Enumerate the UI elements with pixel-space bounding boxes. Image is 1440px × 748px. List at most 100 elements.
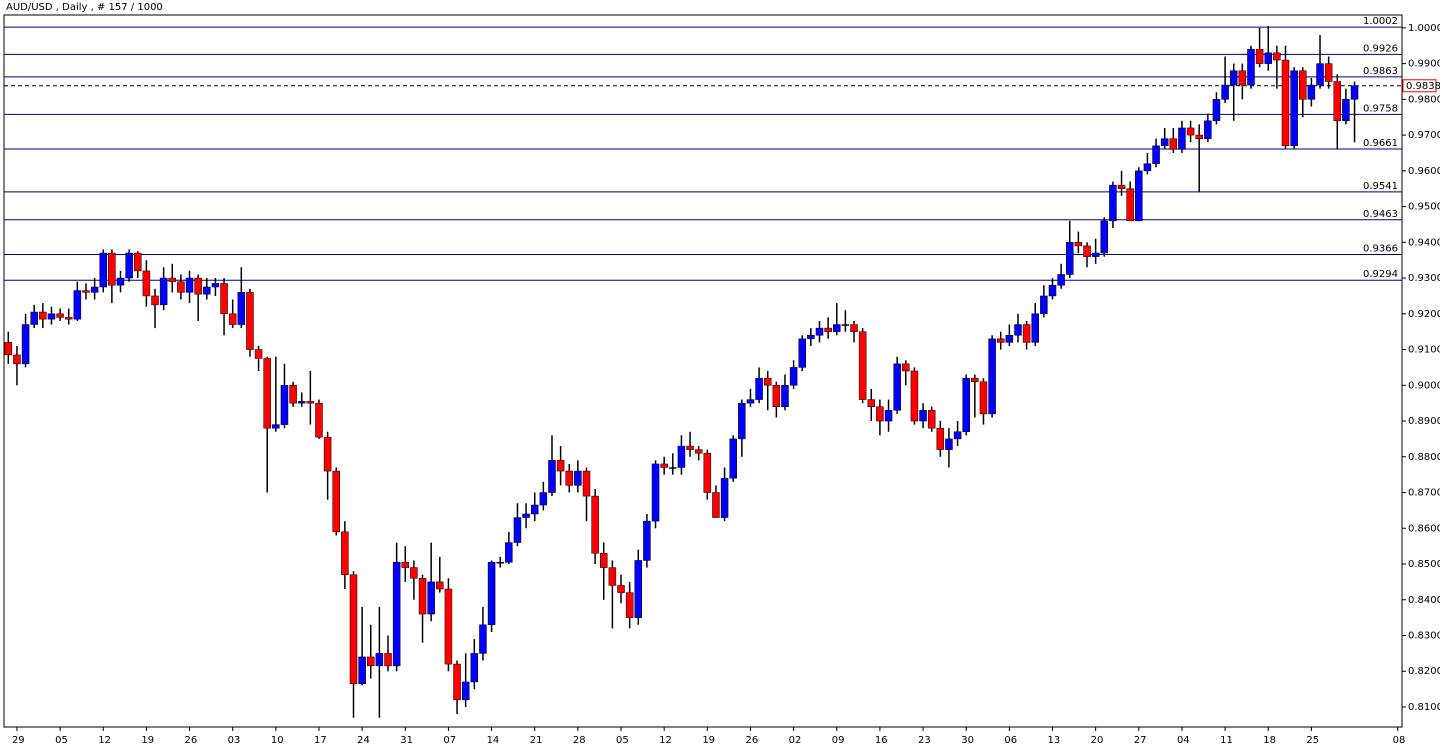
candle-body <box>13 354 21 365</box>
candle-body <box>487 561 496 626</box>
y-tick-label: 1.0000 <box>1408 23 1440 34</box>
candle-body <box>625 592 634 618</box>
candle-body <box>617 585 625 593</box>
x-tick-label: 10 <box>271 735 284 746</box>
candle-body <box>1100 220 1109 254</box>
candle-body <box>436 581 444 590</box>
candle-body <box>824 327 832 332</box>
y-tick-label: 0.8300 <box>1408 630 1440 641</box>
candle-body <box>263 358 271 429</box>
y-tick-label: 0.9800 <box>1408 94 1440 105</box>
candle-body <box>833 324 841 332</box>
candle-body <box>686 445 694 450</box>
candle-body <box>1022 324 1031 343</box>
y-tick-label: 0.9700 <box>1408 130 1440 141</box>
y-tick-label: 0.8400 <box>1408 595 1440 606</box>
candle-body <box>1057 274 1065 286</box>
y-tick-label: 0.8200 <box>1408 666 1440 677</box>
y-tick-label: 0.8500 <box>1408 559 1440 570</box>
candle-body <box>858 331 867 400</box>
x-tick-label: 05 <box>55 735 68 746</box>
candle-body <box>763 377 772 386</box>
candle-body <box>177 281 185 293</box>
candle-body <box>1160 138 1169 147</box>
candle-body <box>1109 184 1117 222</box>
candle-body <box>1066 242 1074 275</box>
candle-body <box>565 470 573 486</box>
candle-body <box>323 436 332 472</box>
candle-body <box>1350 85 1359 100</box>
candle-body <box>505 542 513 563</box>
candle-body <box>211 283 220 288</box>
candle-body <box>1342 99 1350 122</box>
candle-body <box>418 578 427 615</box>
candle-body <box>962 377 970 433</box>
current-price-label: 0.9838 <box>1406 81 1440 92</box>
y-tick-label: 0.9400 <box>1408 237 1440 248</box>
candle-body <box>410 567 418 579</box>
candle-body <box>548 460 556 493</box>
y-tick-label: 0.9000 <box>1408 380 1440 391</box>
x-tick-label: 05 <box>616 735 629 746</box>
candle-body <box>1264 52 1272 64</box>
candle-body <box>1031 313 1039 343</box>
candle-body <box>910 370 919 422</box>
level-label: 0.9926 <box>1363 43 1398 54</box>
candle-body <box>1195 134 1203 139</box>
candle-body <box>1143 163 1152 172</box>
y-tick-label: 0.8600 <box>1408 523 1440 534</box>
candle-body <box>401 561 410 568</box>
candle-body <box>1152 145 1160 164</box>
candle-body <box>427 581 435 615</box>
x-tick-label: 18 <box>1263 735 1276 746</box>
candle-body <box>1307 84 1316 100</box>
candle-body <box>4 342 13 356</box>
candle-body <box>185 277 194 293</box>
level-label: 1.0002 <box>1363 16 1398 27</box>
candle-body <box>798 338 806 368</box>
candle-body <box>99 252 107 288</box>
level-label: 0.9294 <box>1363 269 1398 280</box>
candle-body <box>375 653 384 667</box>
candle-body <box>228 313 237 325</box>
candle-body <box>220 283 228 315</box>
x-tick-label: 13 <box>1048 735 1061 746</box>
candle-body <box>807 335 815 340</box>
candle-body <box>522 513 530 518</box>
candle-body <box>272 424 280 429</box>
candle-body <box>1316 63 1324 86</box>
candle-body <box>513 517 522 543</box>
candle-body <box>608 567 617 586</box>
y-tick-label: 0.8800 <box>1408 452 1440 463</box>
x-tick-label: 26 <box>185 735 198 746</box>
candle-body <box>979 381 988 415</box>
x-tick-label: 19 <box>702 735 715 746</box>
candle-body <box>1083 245 1091 257</box>
candle-body <box>108 252 116 286</box>
candle-body <box>694 449 703 454</box>
candle-body <box>988 338 996 415</box>
x-tick-label: 21 <box>530 735 543 746</box>
current-price-box <box>1402 79 1437 93</box>
candle-body <box>660 463 668 468</box>
candle-body <box>496 561 504 564</box>
candle-body <box>246 292 254 350</box>
candle-body <box>39 311 47 320</box>
x-tick-label: 07 <box>443 735 456 746</box>
y-tick-label: 0.8900 <box>1408 416 1440 427</box>
x-tick-label: 09 <box>832 735 845 746</box>
candle-body <box>850 324 858 332</box>
candle-body <box>876 406 884 422</box>
candle-body <box>151 295 159 306</box>
candle-body <box>470 653 479 683</box>
candle-body <box>341 531 349 575</box>
x-tick-label: 14 <box>487 735 500 746</box>
candle-body <box>1126 188 1134 222</box>
candle-body <box>867 399 876 407</box>
candle-body <box>530 504 539 515</box>
x-tick-label: 03 <box>228 735 241 746</box>
x-tick-label: 17 <box>314 735 327 746</box>
level-label: 0.9541 <box>1363 181 1398 192</box>
